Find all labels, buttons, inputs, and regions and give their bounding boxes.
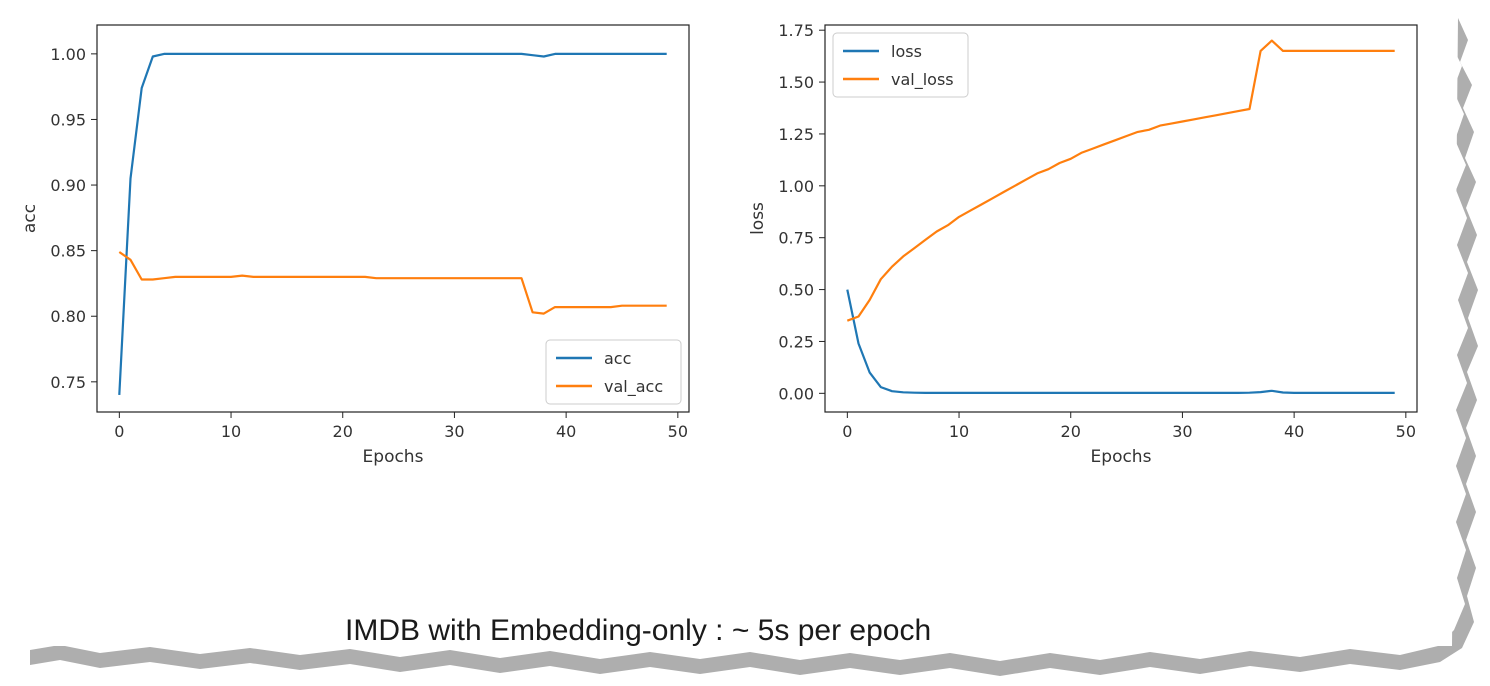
series-line-acc <box>118 52 667 395</box>
y-tick-label: 0.25 <box>778 332 814 351</box>
y-tick-label: 0.00 <box>778 384 814 403</box>
x-tick-label: 50 <box>1396 422 1416 441</box>
plots-layer: 0 10 20 30 40 50 0.75 0.80 0.85 0.90 0.95 1.00 Epoch… <box>20 21 1418 467</box>
legend-box <box>545 339 682 405</box>
plot-frame <box>824 24 1418 413</box>
plot-frame <box>96 24 690 413</box>
legend-label-val_acc: val_acc <box>604 377 663 397</box>
x-tick-label: 30 <box>1172 422 1192 441</box>
x-tick-label: 10 <box>221 422 241 441</box>
x-tick-label: 30 <box>444 422 464 441</box>
series-line-val_acc <box>118 251 667 315</box>
x-tick-label: 10 <box>949 422 969 441</box>
y-axis-label: acc <box>20 204 40 233</box>
y-tick-label: 0.95 <box>50 110 86 129</box>
legend-box <box>832 32 969 98</box>
y-tick-label: 0.90 <box>50 176 86 195</box>
series-line-loss <box>846 289 1395 394</box>
x-tick-label: 40 <box>556 422 576 441</box>
y-tick-label: 0.85 <box>50 242 86 261</box>
legend: loss val_loss <box>832 32 969 98</box>
series-line-val_loss <box>846 39 1395 322</box>
legend: acc val_acc <box>545 339 682 405</box>
x-tick-label: 20 <box>1061 422 1081 441</box>
y-tick-label: 1.00 <box>50 45 86 64</box>
y-tick-label: 1.75 <box>778 21 814 40</box>
caption-text: IMDB with Embedding-only : ~ 5s per epoc… <box>345 614 932 647</box>
x-tick-label: 0 <box>842 422 852 441</box>
chart-1: 0 10 20 30 40 50 0.75 0.80 0.85 0.90 0.95 1.00 Epoch… <box>20 24 690 467</box>
legend-label-val_loss: val_loss <box>891 70 954 90</box>
torn-edge-paper <box>0 0 1468 661</box>
x-tick-label: 50 <box>668 422 688 441</box>
x-axis-label: Epochs <box>1091 447 1152 467</box>
x-tick-label: 40 <box>1284 422 1304 441</box>
x-axis-label: Epochs <box>363 447 424 467</box>
chart-2: 0 10 20 30 40 50 0.00 0.25 0.50 0.75 1.00 1.25 1.50 1… <box>748 21 1418 467</box>
x-tick-label: 0 <box>114 422 124 441</box>
y-axis-label: loss <box>748 202 768 235</box>
y-tick-label: 0.50 <box>778 281 814 300</box>
y-tick-label: 0.80 <box>50 307 86 326</box>
legend-label-loss: loss <box>891 42 922 61</box>
y-tick-label: 1.25 <box>778 125 814 144</box>
y-tick-label: 1.50 <box>778 73 814 92</box>
y-tick-label: 0.75 <box>778 229 814 248</box>
y-tick-label: 0.75 <box>50 373 86 392</box>
y-tick-label: 1.00 <box>778 177 814 196</box>
legend-label-acc: acc <box>604 349 631 368</box>
x-tick-label: 20 <box>333 422 353 441</box>
